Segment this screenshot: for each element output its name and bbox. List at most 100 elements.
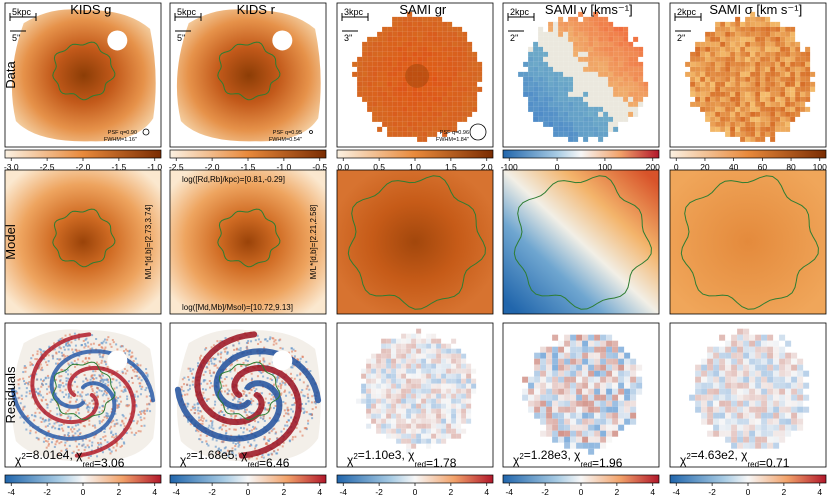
model-radii: log([Rd,Rb]/kpc)=[0.81,-0.29]: [182, 175, 285, 184]
psf-note-line2: FWHM=0.54'': [269, 137, 302, 143]
panel-frame: [669, 169, 827, 315]
panel-frame: [669, 2, 827, 148]
annotation-layer: KIDS g KIDS r SAMI gr SAMI v [kms⁻¹] SAMI σ …: [3, 2, 827, 497]
scale-bar-1: 5kpc 5'': [9, 7, 37, 43]
colorbar-top-1-tick: -2.0: [76, 162, 91, 172]
panel-r2-c3: [336, 169, 494, 315]
panel-r3-c3: [336, 322, 494, 468]
panel-r2-c4: [502, 169, 660, 315]
colorbar-top-2: -2.5 -2.0 -1.5 -1.0 -0.5: [169, 149, 327, 172]
model-masses: log([Md,Mb]/Msol)=[10.72,9.13]: [182, 303, 293, 312]
psf-circle: [309, 130, 313, 134]
colorbar-top-4-tick: 0: [555, 162, 560, 172]
psf-note-line1: PSF q=0.96: [440, 130, 469, 136]
psf-circle: [142, 128, 150, 136]
column-title-2: KIDS r: [237, 2, 276, 17]
colorbar-bottom-3: -4 -2 0 2 4: [336, 474, 494, 497]
colorbar-top-2-tick: -1.5: [241, 162, 256, 172]
panel-r3-c2: [169, 322, 327, 468]
model-image: [670, 170, 826, 314]
scale-bar-5: 2kpc 2'': [674, 7, 702, 43]
colorbar-top-1-tick: -3.0: [4, 162, 19, 172]
panel-r2-c1: [4, 169, 162, 315]
colorbar-bottom-1-tick: -4: [7, 487, 15, 497]
panel-r1-c3: [336, 2, 494, 148]
colorbar-bottom-4-tick: -4: [505, 487, 513, 497]
masked-star: [107, 30, 128, 51]
psf-note-line1: PSF q=0.90: [108, 130, 137, 136]
colorbar-top-5-tick: 20: [700, 162, 710, 172]
row-label-2: Model: [3, 224, 18, 260]
colorbar-top-3-tick: 0.0: [337, 162, 349, 172]
contour-line: [52, 208, 116, 268]
colorbar-bottom-5: -4 -2 0 2 4: [669, 474, 827, 497]
chi2-label-2: χ2=1.68e5, χred=6.46: [180, 448, 290, 470]
scale-bar-3: 3kpc 3'': [341, 7, 369, 43]
panel-r3-c5: [669, 322, 827, 468]
colorbar-top-3-tick: 1.0: [409, 162, 421, 172]
model-ml-r: M/L*[d,b]=[2.21,2.58]: [309, 205, 318, 280]
chi2-label-5: χ2=4.63e2, χred=0.71: [680, 448, 790, 470]
contour-line: [217, 361, 281, 421]
colorbar-bottom-5-tick: -4: [672, 487, 680, 497]
colorbar-bottom-5-tick: 2: [782, 487, 787, 497]
panel-frame: [669, 322, 827, 468]
chi2-label-1: χ2=8.01e4, χred=3.06: [15, 448, 125, 470]
colorbar-bottom-1: -4 -2 0 2 4: [4, 474, 162, 497]
colorbar-top-5-tick: 40: [729, 162, 739, 172]
colorbar-bottom-3-tick: -2: [375, 487, 383, 497]
scale-bar-arcsec: 5'': [177, 33, 186, 43]
panel-frame: [336, 322, 494, 468]
colorbar-bottom-2-tick: 4: [317, 487, 322, 497]
scale-bar-kpc: 5kpc: [12, 7, 32, 17]
panel-frame: [169, 322, 327, 468]
colorbar-top-3-tick: 0.5: [373, 162, 385, 172]
colorbar-top-2-tick: -1.0: [277, 162, 292, 172]
panel-r1-c2: [169, 2, 327, 148]
colorbar-bottom-2-tick: -4: [172, 487, 180, 497]
colorbar-bottom-4-tick: 4: [650, 487, 655, 497]
colorbar-top-3-tick: 1.5: [445, 162, 457, 172]
panel-r2-c5: [669, 169, 827, 315]
contour-line: [52, 361, 116, 421]
contour-line: [217, 208, 281, 268]
panel-r3-c1: [4, 322, 162, 468]
panel-frame: [169, 169, 327, 315]
contour-line: [513, 175, 652, 310]
panel-r1-c4: [502, 2, 660, 148]
scale-bar-kpc: 2kpc: [677, 7, 697, 17]
colorbar-bottom-1-tick: 0: [81, 487, 86, 497]
contour-line: [217, 41, 281, 101]
colorbar-bottom-4-tick: 2: [615, 487, 620, 497]
psf-note-line1: PSF q=0.95: [273, 130, 302, 136]
colorbar-top-4-tick: 100: [598, 162, 612, 172]
colorbar-bottom-2-tick: 0: [246, 487, 251, 497]
model-image: [170, 170, 326, 314]
colorbar-bottom-1-tick: 4: [152, 487, 157, 497]
psf-circle: [469, 123, 487, 141]
panel-frame: [4, 2, 162, 148]
scale-bar-arcsec: 5'': [12, 33, 21, 43]
colorbar-top-5-tick: 60: [758, 162, 768, 172]
scale-bar-arcsec: 2'': [677, 33, 686, 43]
scale-bar-kpc: 5kpc: [177, 7, 197, 17]
scale-bar-kpc: 3kpc: [344, 7, 364, 17]
galaxy-image: [176, 9, 321, 142]
colorbar-top-4: -100 0 100 200: [501, 149, 660, 172]
column-title-4: SAMI v [kms⁻¹]: [545, 2, 633, 17]
colorbar-top-5-tick: 0: [674, 162, 679, 172]
column-title-1: KIDS g: [70, 2, 111, 17]
colorbar-bottom-5-tick: 0: [746, 487, 751, 497]
chi2-label-4: χ2=1.28e3, χred=1.96: [513, 448, 623, 470]
colorbar-top-1: -3.0 -2.5 -2.0 -1.5 -1.0: [4, 149, 162, 172]
colorbar-bottom-4-tick: 0: [579, 487, 584, 497]
contour-line: [52, 41, 116, 101]
colorbar-top-1-tick: -1.5: [112, 162, 127, 172]
panel-frame: [169, 2, 327, 148]
colorbar-top-5-tick: 100: [813, 162, 827, 172]
contour-line: [680, 175, 819, 310]
colorbar-bottom-3-tick: 0: [413, 487, 418, 497]
colorbar-bottom-3-tick: 4: [484, 487, 489, 497]
colorbar-bottom-3-tick: 2: [449, 487, 454, 497]
